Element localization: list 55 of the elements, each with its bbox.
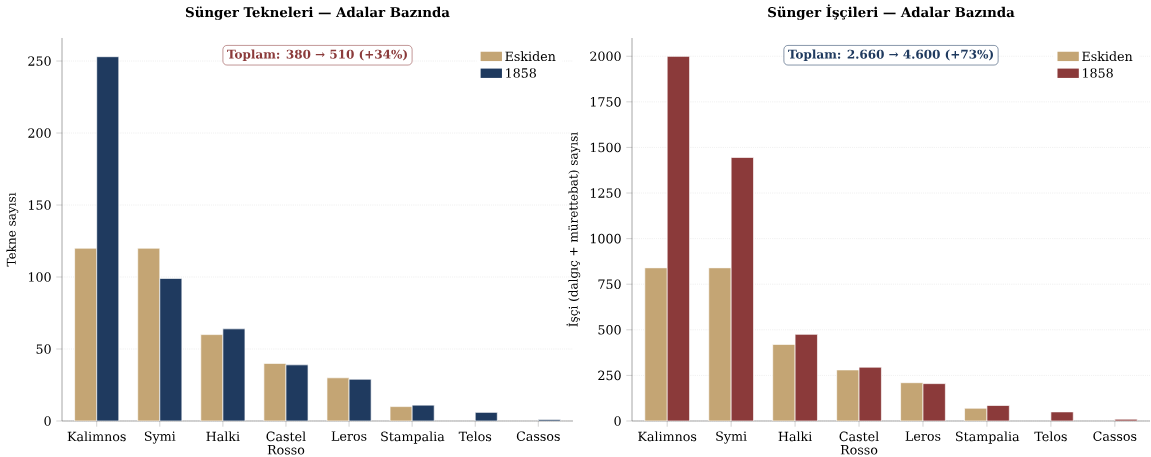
x-tick-label: Castel Rosso	[266, 431, 306, 455]
bar	[730, 157, 754, 421]
x-tick-label: Kalimnos	[638, 431, 697, 442]
bar	[836, 369, 860, 421]
x-tick-label: Stampalia	[956, 431, 1020, 444]
y-tick-label: 750	[598, 279, 621, 290]
y-tick-label: 0	[44, 416, 51, 426]
bar	[200, 334, 224, 421]
annotation: Toplam: 2.660 → 4.600 (+73%)	[788, 49, 993, 62]
y-tick-label: 250	[28, 56, 51, 66]
y-tick-label: 250	[598, 370, 621, 381]
y-tick-label: 1000	[590, 233, 621, 244]
y-tick-label: 50	[36, 344, 51, 354]
legend-label: Eskiden	[505, 51, 556, 62]
y-tick-label: 1750	[590, 97, 621, 107]
annotation: Toplam: 380 → 510 (+34%)	[227, 49, 407, 62]
y-tick-label: 1250	[590, 188, 621, 198]
x-tick-label: Castel Rosso	[839, 431, 879, 455]
y-tick-label: 1500	[590, 142, 621, 153]
x-tick-label: Halki	[778, 431, 812, 442]
bar	[474, 412, 498, 421]
x-tick-label: Halki	[206, 431, 240, 442]
x-tick-label: Leros	[331, 431, 367, 441]
bar	[794, 334, 818, 421]
bar	[137, 247, 161, 421]
y-tick-label: 2000	[590, 51, 621, 62]
bar	[858, 366, 882, 421]
x-tick-label: Telos	[458, 431, 492, 442]
legend-label: 1858	[1083, 68, 1113, 78]
bar	[708, 267, 732, 421]
x-tick-label: Cassos	[516, 431, 560, 441]
legend-label: Eskiden	[1082, 51, 1133, 62]
chart-title: Sünger İşçileri — Adalar Bazında	[768, 4, 1015, 20]
x-tick-label: Symi	[144, 431, 176, 444]
x-tick-label: Kalimnos	[67, 431, 126, 442]
y-axis-title: İşçi (dalgıç + mürettebat) sayısı	[566, 132, 581, 327]
bar	[772, 344, 796, 421]
y-tick-label: 200	[28, 128, 51, 138]
x-tick-label: Leros	[905, 431, 941, 441]
bar	[74, 247, 98, 421]
y-tick-label: 0	[614, 416, 621, 426]
y-tick-label: 100	[28, 272, 51, 282]
bar	[922, 383, 946, 421]
x-tick-label: Symi	[716, 431, 747, 444]
y-tick-label: 500	[598, 325, 621, 335]
x-tick-label: Cassos	[1093, 431, 1137, 441]
bar	[666, 55, 690, 421]
x-tick-label: Stampalia	[381, 431, 445, 444]
legend-label: 1858	[506, 68, 536, 78]
y-tick-label: 150	[28, 200, 51, 210]
bar	[644, 267, 668, 421]
x-tick-label: Telos	[1034, 431, 1067, 442]
y-axis-title: Tekne sayısı	[6, 192, 19, 267]
chart-title: Sünger Tekneleri — Adalar Bazında	[185, 6, 450, 20]
bar	[900, 382, 924, 421]
